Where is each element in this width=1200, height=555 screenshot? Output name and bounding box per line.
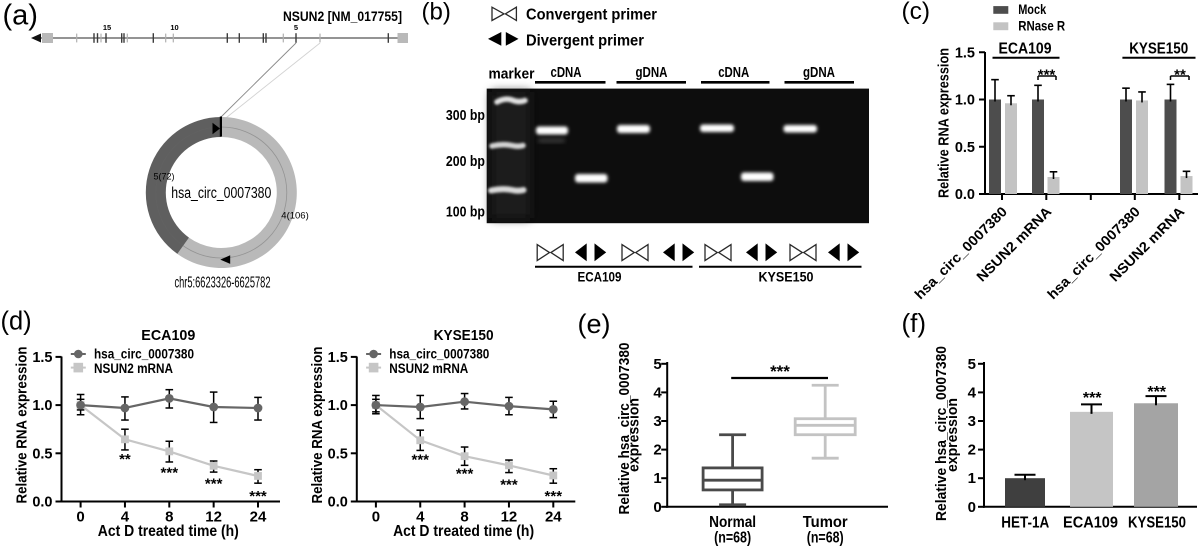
svg-text:0: 0 [653, 499, 661, 516]
svg-text:8: 8 [165, 509, 173, 526]
svg-text:Relative hsa_circ_0007380: Relative hsa_circ_0007380 [933, 346, 950, 521]
svg-text:KYSE150: KYSE150 [1128, 515, 1186, 532]
svg-text:cDNA: cDNA [551, 64, 582, 81]
svg-text:12: 12 [501, 509, 518, 526]
svg-text:***: *** [500, 477, 518, 494]
svg-text:ECA109: ECA109 [999, 41, 1052, 58]
svg-text:0: 0 [968, 499, 976, 516]
svg-text:200 bp: 200 bp [446, 153, 485, 170]
svg-text:KYSE150: KYSE150 [434, 327, 494, 344]
svg-text:0: 0 [76, 509, 84, 526]
svg-text:0.5: 0.5 [328, 446, 348, 462]
svg-text:chr5:6623326-6625782: chr5:6623326-6625782 [175, 275, 271, 292]
svg-text:(n=68): (n=68) [714, 530, 751, 547]
svg-text:15: 15 [103, 23, 111, 32]
svg-text:***: *** [411, 452, 429, 469]
svg-text:(d): (d) [1, 307, 32, 335]
svg-text:(f): (f) [902, 308, 927, 338]
svg-text:12: 12 [205, 509, 222, 526]
svg-text:hsa_circ_0007380: hsa_circ_0007380 [171, 185, 271, 202]
svg-text:gDNA: gDNA [636, 64, 668, 81]
svg-text:(e): (e) [578, 309, 611, 339]
svg-text:marker: marker [489, 66, 535, 83]
svg-text:24: 24 [545, 509, 562, 526]
svg-text:4: 4 [121, 509, 130, 526]
svg-text:1.5: 1.5 [955, 45, 975, 61]
svg-text:Relative RNA expression: Relative RNA expression [15, 347, 31, 504]
svg-text:***: *** [161, 465, 179, 482]
svg-text:(b): (b) [422, 0, 451, 25]
svg-text:10: 10 [170, 23, 178, 32]
svg-text:***: *** [770, 362, 790, 381]
svg-text:0.0: 0.0 [328, 495, 348, 511]
svg-text:1.5: 1.5 [328, 350, 348, 366]
svg-text:NSUN2 [NM_017755]: NSUN2 [NM_017755] [283, 8, 402, 24]
svg-text:0.5: 0.5 [955, 140, 975, 156]
svg-text:8: 8 [460, 509, 468, 526]
svg-text:HET-1A: HET-1A [1001, 515, 1049, 532]
svg-text:4: 4 [968, 384, 977, 401]
svg-text:gDNA: gDNA [803, 64, 835, 81]
svg-text:***: *** [456, 466, 474, 483]
svg-text:1.0: 1.0 [328, 398, 348, 414]
svg-text:NSUN2 mRNA: NSUN2 mRNA [94, 361, 173, 376]
svg-text:***: *** [1083, 390, 1102, 407]
svg-text:0: 0 [372, 509, 380, 526]
svg-text:***: *** [545, 488, 563, 505]
svg-text:0.0: 0.0 [32, 495, 52, 511]
svg-text:KYSE150: KYSE150 [1129, 41, 1188, 58]
svg-text:***: *** [205, 476, 223, 493]
svg-text:hsa_circ_0007380: hsa_circ_0007380 [94, 347, 194, 362]
svg-text:ECA109: ECA109 [578, 270, 622, 285]
svg-text:Act D treated time (h): Act D treated time (h) [98, 523, 239, 540]
svg-text:(a): (a) [3, 0, 38, 32]
svg-text:ECA109: ECA109 [1063, 515, 1118, 532]
svg-text:(c): (c) [902, 0, 931, 25]
svg-text:1.0: 1.0 [32, 398, 52, 414]
svg-text:Relative RNA expression: Relative RNA expression [310, 347, 326, 504]
svg-text:**: ** [119, 451, 131, 468]
svg-text:5(72): 5(72) [154, 172, 175, 182]
svg-text:expression: expression [626, 398, 643, 472]
svg-text:0.0: 0.0 [955, 187, 975, 203]
svg-text:100 bp: 100 bp [446, 204, 485, 221]
svg-text:Divergent primer: Divergent primer [526, 33, 644, 50]
svg-text:ECA109: ECA109 [141, 327, 195, 344]
svg-text:Relative hsa_circ_0007380: Relative hsa_circ_0007380 [616, 343, 633, 515]
svg-text:Convergent primer: Convergent primer [526, 7, 657, 24]
svg-text:4: 4 [416, 509, 425, 526]
svg-text:3: 3 [653, 413, 661, 430]
svg-text:***: *** [249, 488, 267, 505]
svg-text:3: 3 [968, 413, 976, 430]
svg-text:5: 5 [968, 356, 976, 373]
svg-text:2: 2 [968, 442, 976, 459]
svg-text:Mock: Mock [1018, 1, 1046, 17]
svg-text:expression: expression [944, 398, 961, 472]
svg-text:1.5: 1.5 [32, 350, 52, 366]
svg-text:5: 5 [653, 356, 661, 373]
svg-text:hsa_circ_0007380: hsa_circ_0007380 [389, 347, 489, 362]
svg-text:**: ** [1174, 67, 1186, 84]
svg-text:Tumor: Tumor [803, 514, 848, 531]
svg-text:2: 2 [653, 442, 661, 459]
svg-text:RNase R: RNase R [1018, 17, 1065, 33]
svg-text:***: *** [1147, 384, 1166, 401]
svg-text:4(106): 4(106) [281, 211, 308, 222]
svg-text:5: 5 [294, 23, 298, 32]
svg-text:4: 4 [653, 384, 662, 401]
svg-text:(n=68): (n=68) [807, 530, 844, 547]
svg-text:300 bp: 300 bp [446, 107, 485, 124]
svg-text:1: 1 [653, 470, 661, 487]
svg-text:cDNA: cDNA [718, 64, 749, 81]
svg-text:0.5: 0.5 [32, 446, 52, 462]
svg-text:24: 24 [250, 509, 267, 526]
svg-text:Act D treated time (h): Act D treated time (h) [393, 523, 534, 540]
svg-text:Relative RNA expression: Relative RNA expression [937, 48, 953, 198]
svg-text:1.0: 1.0 [955, 93, 975, 109]
svg-text:KYSE150: KYSE150 [759, 270, 814, 285]
svg-text:***: *** [1038, 67, 1056, 84]
svg-text:NSUN2 mRNA: NSUN2 mRNA [389, 361, 468, 376]
svg-text:Normal: Normal [709, 514, 756, 531]
svg-text:1: 1 [968, 470, 976, 487]
